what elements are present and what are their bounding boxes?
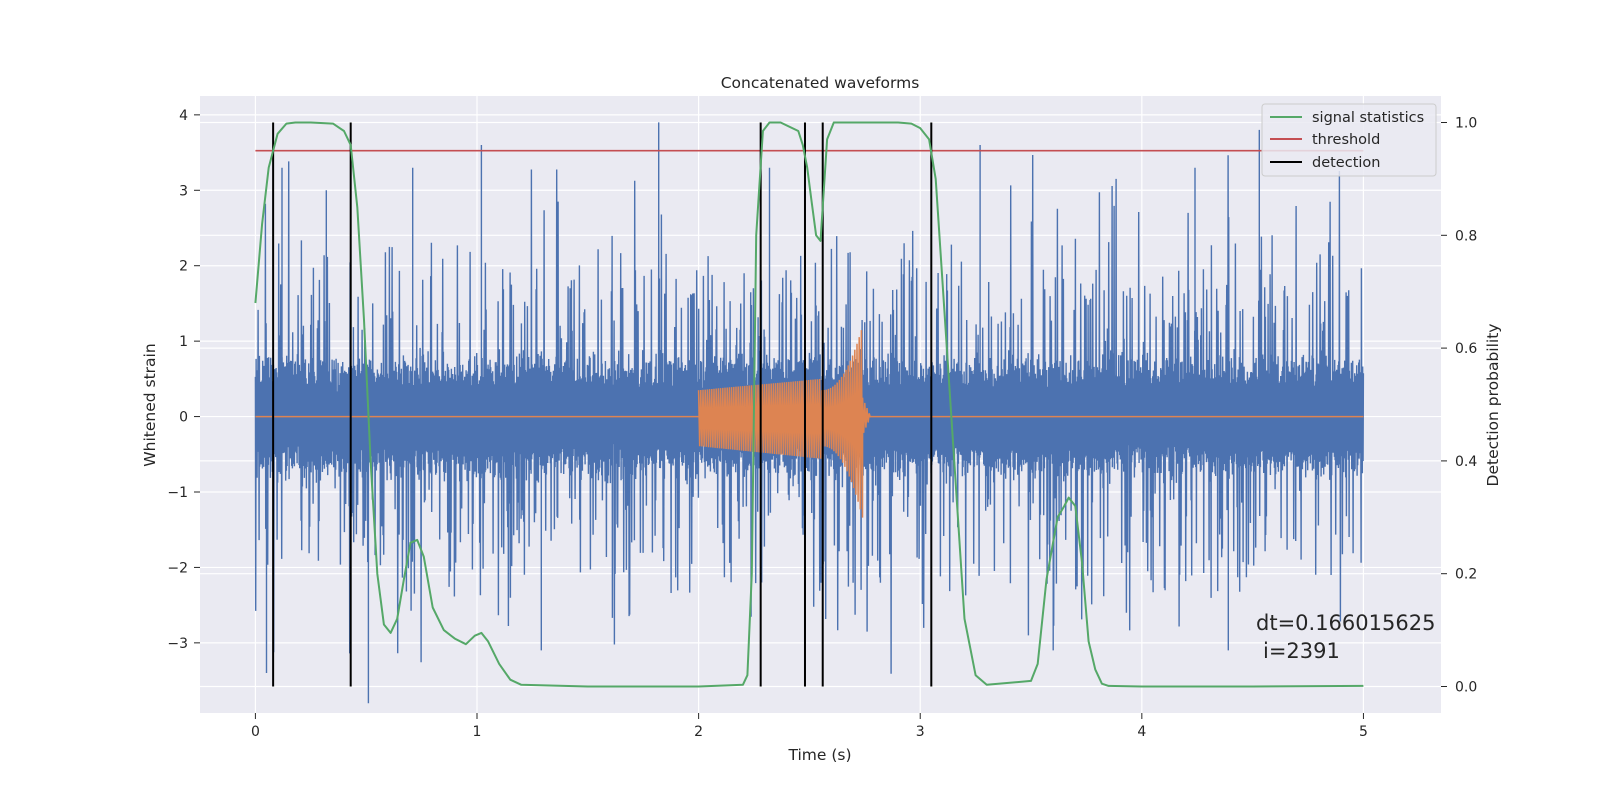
y-tick-label: −3 bbox=[167, 636, 188, 652]
y2-tick-label: 0.4 bbox=[1455, 454, 1477, 470]
y-tick-label: 1 bbox=[179, 334, 188, 350]
legend: signal statistics threshold detection bbox=[1261, 103, 1437, 177]
y2-tick-label: 0.6 bbox=[1455, 341, 1477, 357]
signal-statistics-line bbox=[254, 121, 1364, 688]
y2-tick-label: 0.8 bbox=[1455, 228, 1477, 244]
y-tick-label: −2 bbox=[167, 560, 188, 576]
x-tick-label: 3 bbox=[916, 724, 925, 740]
y-tick-label: 3 bbox=[179, 183, 188, 199]
index-annotation: i=2391 bbox=[1263, 639, 1340, 663]
chart-title: Concatenated waveforms bbox=[721, 74, 920, 92]
x-tick-label: 1 bbox=[473, 724, 482, 740]
tick-labels: 0 1 2 3 4 5 −3 −2 −1 0 1 2 3 4 0.0 0.2 0.4 0.6 0.8 1.0 bbox=[167, 108, 1477, 740]
y2-tick-label: 1.0 bbox=[1455, 116, 1477, 132]
legend-threshold: threshold bbox=[1312, 132, 1380, 148]
y2-tick-label: 0.2 bbox=[1455, 567, 1477, 583]
x-tick-label: 4 bbox=[1137, 724, 1146, 740]
whitened-strain-series bbox=[254, 122, 1365, 704]
x-axis-label: Time (s) bbox=[787, 746, 851, 764]
y-axis-label: Whitened strain bbox=[141, 343, 159, 466]
injected-waveform-line bbox=[697, 330, 872, 518]
y-tick-label: 0 bbox=[179, 410, 188, 426]
injected-waveform-series bbox=[255, 330, 1364, 518]
y2-tick-label: 0.0 bbox=[1455, 679, 1477, 695]
legend-box bbox=[1261, 103, 1437, 177]
y-tick-label: −1 bbox=[167, 485, 188, 501]
y-tick-label: 2 bbox=[179, 259, 188, 275]
legend-signal-statistics: signal statistics bbox=[1312, 110, 1424, 126]
legend-detection: detection bbox=[1312, 155, 1380, 171]
dt-annotation: dt=0.166015625 bbox=[1256, 611, 1435, 635]
x-tick-label: 2 bbox=[694, 724, 703, 740]
y-tick-label: 4 bbox=[179, 108, 188, 124]
x-tick-label: 0 bbox=[251, 724, 260, 740]
detection-overlay bbox=[254, 121, 1364, 688]
y2-axis-label: Detection probability bbox=[1484, 324, 1502, 487]
x-tick-label: 5 bbox=[1359, 724, 1368, 740]
whitened-strain-line bbox=[254, 122, 1365, 704]
